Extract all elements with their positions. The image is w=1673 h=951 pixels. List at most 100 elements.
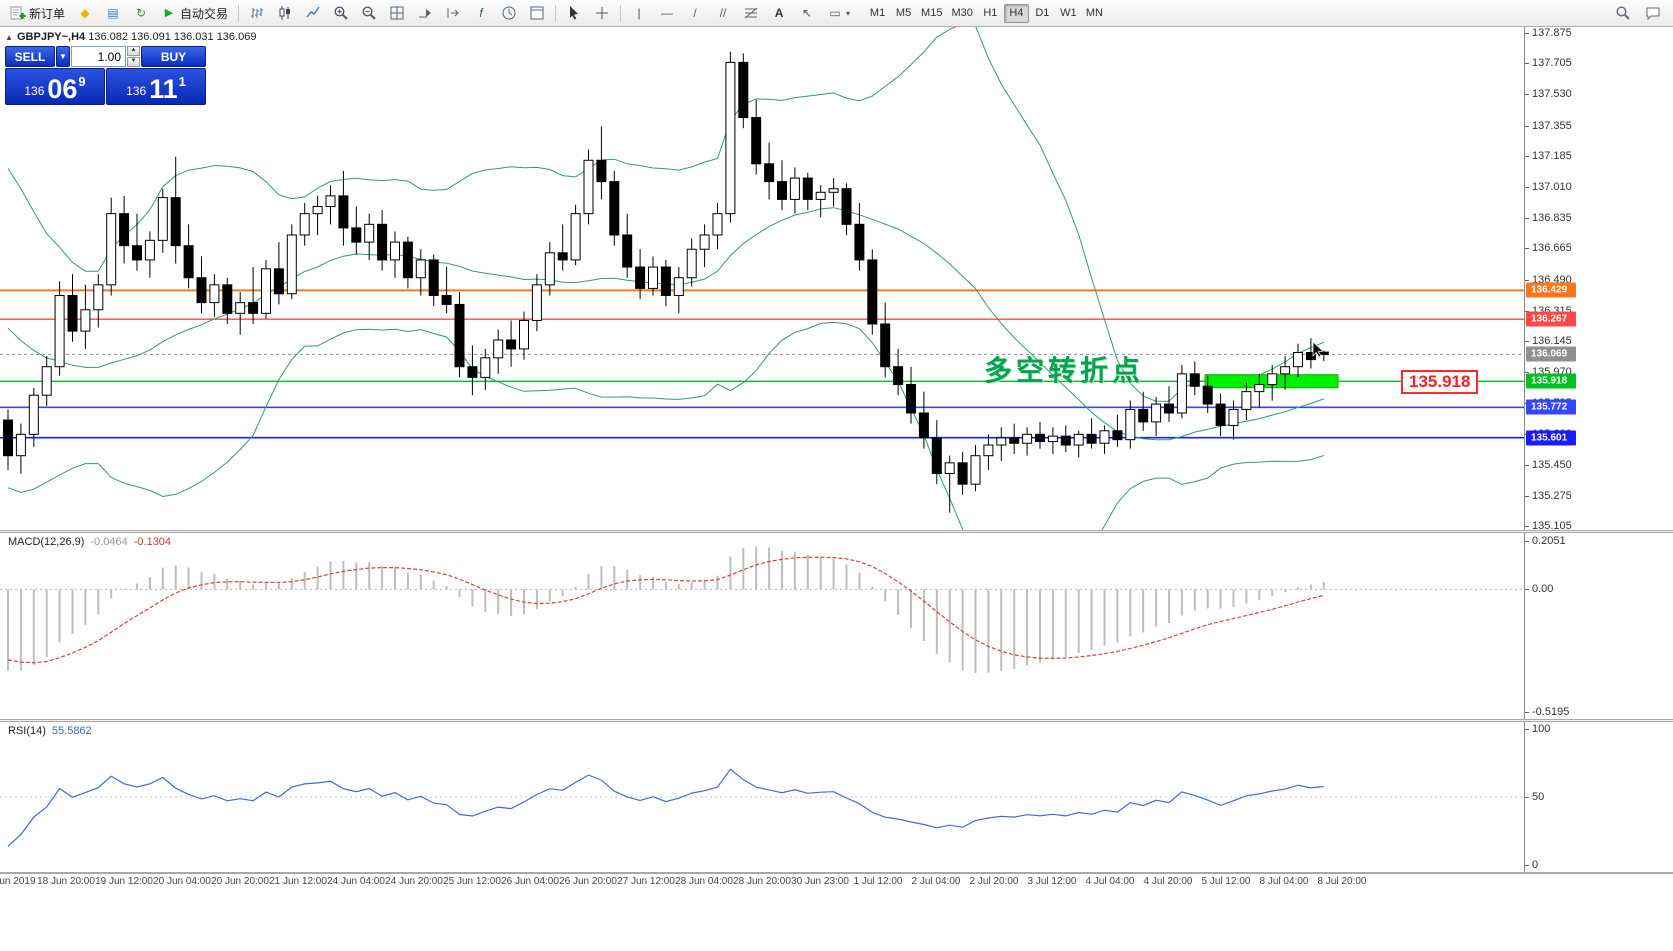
timeframe-button-mn[interactable]: MN: [1085, 7, 1103, 19]
rsi-panel-canvas[interactable]: [0, 722, 1524, 872]
buy-price-pips: 11: [149, 74, 178, 104]
rsi-tick-mark: [1525, 865, 1529, 866]
timeframe-button-m15[interactable]: M15: [921, 7, 943, 19]
tile-windows-icon: [390, 6, 404, 20]
tile-windows-button[interactable]: [384, 3, 410, 24]
auto-scroll-button[interactable]: [412, 3, 438, 24]
bear-candle: [454, 303, 465, 368]
order-type-dropdown[interactable]: ▼: [56, 46, 70, 67]
arrows-tool-button[interactable]: ↖: [794, 3, 820, 24]
timeframe-button-m1[interactable]: M1: [869, 7, 886, 19]
chat-button[interactable]: [1640, 3, 1666, 24]
candlestick-mode-button[interactable]: [272, 3, 298, 24]
panel-separator[interactable]: [0, 719, 1673, 722]
zoom-in-button[interactable]: [328, 3, 354, 24]
bull-candle: [312, 206, 323, 215]
volume-down-button[interactable]: ▼: [127, 57, 140, 67]
indicators-button[interactable]: f: [468, 3, 494, 24]
sell-price-display[interactable]: 136 06 9: [5, 68, 105, 105]
line-chart-mode-button[interactable]: [300, 3, 326, 24]
price-tick-mark: [1525, 372, 1529, 374]
panel-separator[interactable]: [0, 530, 1673, 533]
buy-button[interactable]: BUY: [141, 46, 206, 67]
periods-button[interactable]: [496, 3, 522, 24]
volume-input[interactable]: 1.00: [71, 46, 126, 67]
timeframe-button-m30[interactable]: M30: [951, 7, 973, 19]
bull-candle: [1151, 403, 1162, 423]
bear-candle: [1112, 430, 1123, 441]
toolbar-right-group: [1610, 3, 1668, 24]
chat-icon: [1646, 7, 1660, 21]
timeframe-button-d1[interactable]: D1: [1035, 7, 1050, 19]
buy-price-point: 1: [178, 74, 186, 89]
sell-price-prefix: 136: [24, 84, 45, 98]
crosshair-tool-button[interactable]: [589, 3, 615, 24]
trendline-tool-button[interactable]: /: [682, 3, 708, 24]
timeframe-button-m5[interactable]: M5: [895, 7, 912, 19]
bull-candle: [699, 234, 710, 250]
time-label: 2 Jul 20:00: [969, 876, 1019, 887]
bull-candle: [286, 234, 297, 295]
bear-candle: [557, 252, 568, 261]
search-button[interactable]: [1610, 3, 1636, 24]
time-label: 20 Jun 20:00: [211, 876, 269, 887]
bull-candle: [828, 188, 839, 193]
price-badge-135.601: 135.601: [1526, 430, 1576, 446]
time-label: 30 Jun 23:00: [791, 876, 849, 887]
metaeditor-button[interactable]: ◆: [72, 3, 98, 24]
bull-candle: [493, 339, 504, 359]
horizontal-line-tool-button[interactable]: —: [654, 3, 680, 24]
bear-candle: [467, 366, 478, 378]
collapse-trade-panel-button[interactable]: ▲: [5, 33, 13, 42]
new-order-button[interactable]: 新订单: [5, 3, 70, 24]
text-tool-button[interactable]: A: [766, 3, 792, 24]
timeframe-button-w1[interactable]: W1: [1060, 7, 1077, 19]
timeframe-button-h4[interactable]: H4: [1003, 3, 1029, 23]
volume-up-button[interactable]: ▲: [127, 46, 140, 56]
vertical-line-tool-button[interactable]: |: [626, 3, 652, 24]
bear-candle: [841, 188, 852, 225]
chevron-down-icon: ▾: [846, 8, 851, 18]
sell-button[interactable]: SELL: [5, 46, 55, 67]
fibonacci-tool-button[interactable]: [738, 3, 764, 24]
shapes-tool-button[interactable]: ▭ ▾: [822, 3, 855, 24]
bear-candle: [931, 437, 942, 474]
bear-candle: [402, 241, 413, 279]
bear-candle: [1164, 403, 1174, 414]
price-tag-label[interactable]: 135.918: [1401, 370, 1479, 394]
mouse-cursor-icon: [1312, 341, 1326, 361]
time-label: 1 Jul 12:00: [853, 876, 903, 887]
cursor-tool-button[interactable]: [561, 3, 587, 24]
bollinger-upper-band: [7, 27, 1324, 402]
templates-button[interactable]: [524, 3, 550, 24]
bull-candle: [583, 159, 594, 215]
bear-candle: [1138, 408, 1149, 423]
timeframe-group: M1 M5 M15 M30 H1 H4 D1 W1 MN: [865, 3, 1107, 23]
chart-shift-button[interactable]: [440, 3, 466, 24]
timeframe-button-h1[interactable]: H1: [983, 7, 998, 19]
buy-price-display[interactable]: 136 11 1: [106, 68, 206, 105]
bar-chart-mode-button[interactable]: [244, 3, 270, 24]
bear-candle: [377, 223, 388, 261]
refresh-data-button[interactable]: ↻: [128, 3, 154, 24]
rsi-tick-mark: [1525, 729, 1529, 730]
main-chart-canvas[interactable]: [0, 27, 1524, 530]
zoom-out-button[interactable]: [356, 3, 382, 24]
price-tick-mark: [1525, 94, 1529, 96]
autotrading-label: 自动交易: [180, 6, 229, 21]
fibonacci-icon: [744, 7, 758, 19]
macd-panel-canvas[interactable]: [0, 533, 1524, 719]
macd-signal-value: -0.1304: [133, 536, 172, 548]
autotrading-button[interactable]: ▶ 自动交易: [156, 3, 233, 24]
toolbar-divider: [238, 4, 240, 22]
bull-candle: [983, 444, 994, 457]
price-tick-mark: [1525, 33, 1529, 34]
time-label: 2 Jul 04:00: [911, 876, 961, 887]
channel-tool-button[interactable]: //: [710, 3, 736, 24]
chart-text-annotation[interactable]: 多空转折点: [984, 355, 1145, 386]
cursor-icon: [570, 6, 579, 20]
market-watch-button[interactable]: ▤: [100, 3, 126, 24]
price-tick-mark: [1525, 279, 1529, 281]
bear-candle: [1202, 385, 1213, 405]
